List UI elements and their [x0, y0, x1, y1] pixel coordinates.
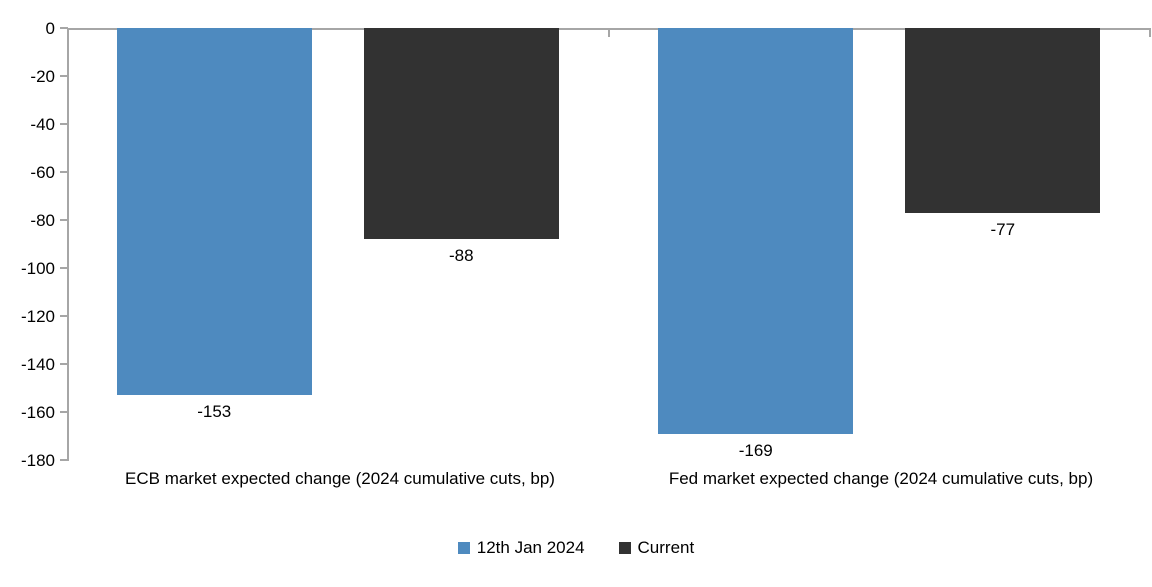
legend-swatch-blue [457, 542, 470, 554]
data-label: -88 [448, 246, 474, 266]
y-axis-tick-label: -120 [20, 307, 55, 326]
legend-label: Current [637, 538, 695, 557]
x-axis-tick-mark [1149, 28, 1151, 37]
bar-ecb-jan12 [116, 28, 312, 396]
legend-swatch-dark [618, 542, 631, 554]
y-axis-tick-label: -40 [30, 115, 55, 134]
y-axis-tick-label: -140 [20, 355, 55, 374]
legend-label: 12th Jan 2024 [476, 538, 585, 557]
y-axis-tick-label: -20 [30, 67, 55, 86]
x-axis-tick-mark [607, 28, 610, 37]
y-axis-tick-label: -60 [30, 163, 55, 182]
y-axis-line [67, 28, 69, 461]
y-axis-tick-mark [60, 123, 68, 125]
y-axis-tick-mark [60, 27, 68, 29]
y-axis-tick-label: -180 [20, 451, 55, 470]
y-axis-tick-mark [60, 171, 68, 173]
data-label: -77 [990, 219, 1016, 239]
bar-ecb-current [363, 28, 559, 240]
y-axis-tick-label: -80 [30, 211, 55, 230]
bar-fed-jan12 [658, 28, 854, 434]
data-label: -169 [738, 440, 773, 460]
legend-item-current: Current [618, 538, 695, 558]
y-axis-tick-label: -100 [20, 259, 55, 278]
y-axis-tick-mark [60, 219, 68, 221]
y-axis-tick-mark [60, 459, 68, 461]
chart-legend: 12th Jan 2024 Current [0, 538, 1152, 558]
y-axis-tick-label: 0 [45, 19, 55, 38]
y-axis-tick-label: -160 [20, 403, 55, 422]
y-axis-tick-mark [60, 411, 68, 413]
data-label: -153 [197, 402, 232, 422]
bar-fed-current [905, 28, 1101, 213]
category-label-fed: Fed market expected change (2024 cumulat… [668, 469, 1094, 488]
legend-item-12th-jan-2024: 12th Jan 2024 [457, 538, 585, 558]
y-axis-tick-mark [60, 315, 68, 317]
category-label-ecb: ECB market expected change (2024 cumulat… [125, 469, 555, 488]
y-axis-tick-mark [60, 267, 68, 269]
y-axis-tick-mark [60, 75, 68, 77]
y-axis-tick-mark [60, 363, 68, 365]
